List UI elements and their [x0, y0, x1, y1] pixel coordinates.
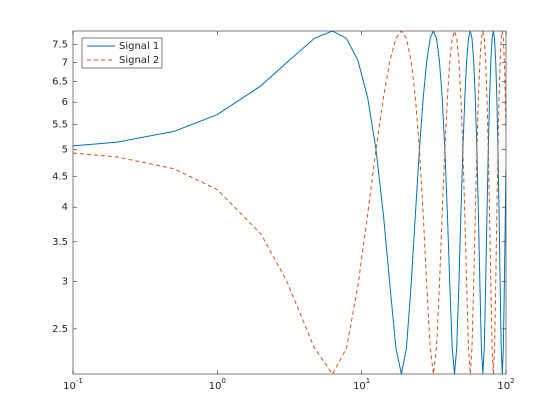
x-tick-exponent: 1	[366, 377, 370, 385]
x-tick-label: 101	[353, 377, 370, 392]
axes-box	[72, 30, 507, 375]
y-tick-label: 7.5	[52, 39, 68, 50]
y-tick-label: 6	[62, 97, 68, 108]
plot-area	[73, 31, 506, 374]
legend-box	[81, 37, 163, 69]
x-tick-label: 10-1	[63, 377, 83, 392]
y-tick-label: 3	[62, 277, 68, 288]
y-tick-label: 3.5	[52, 237, 68, 248]
x-tick-exponent: 2	[510, 377, 514, 385]
x-tick-exponent: 0	[221, 377, 225, 385]
x-tick-base: 10	[497, 381, 510, 392]
x-tick-label: 102	[497, 377, 514, 392]
legend-label: Signal 1	[119, 41, 159, 52]
y-tick-label: 7	[62, 57, 68, 68]
x-tick-label: 100	[209, 377, 226, 392]
y-tick-label: 4	[62, 202, 68, 213]
y-tick-label: 6.5	[52, 76, 68, 87]
legend: Signal 1 Signal 2	[81, 37, 163, 69]
x-tick-base: 10	[209, 381, 222, 392]
y-tick-label: 2.5	[52, 324, 68, 335]
y-tick-label: 4.5	[52, 172, 68, 183]
y-tick-label: 5	[62, 144, 68, 155]
x-tick-exponent: -1	[76, 377, 83, 385]
x-tick-base: 10	[353, 381, 366, 392]
series-line	[73, 31, 506, 374]
y-tick-label: 5.5	[52, 120, 68, 131]
series-line	[73, 31, 506, 374]
legend-label: Signal 2	[119, 55, 159, 66]
x-tick-base: 10	[63, 381, 76, 392]
